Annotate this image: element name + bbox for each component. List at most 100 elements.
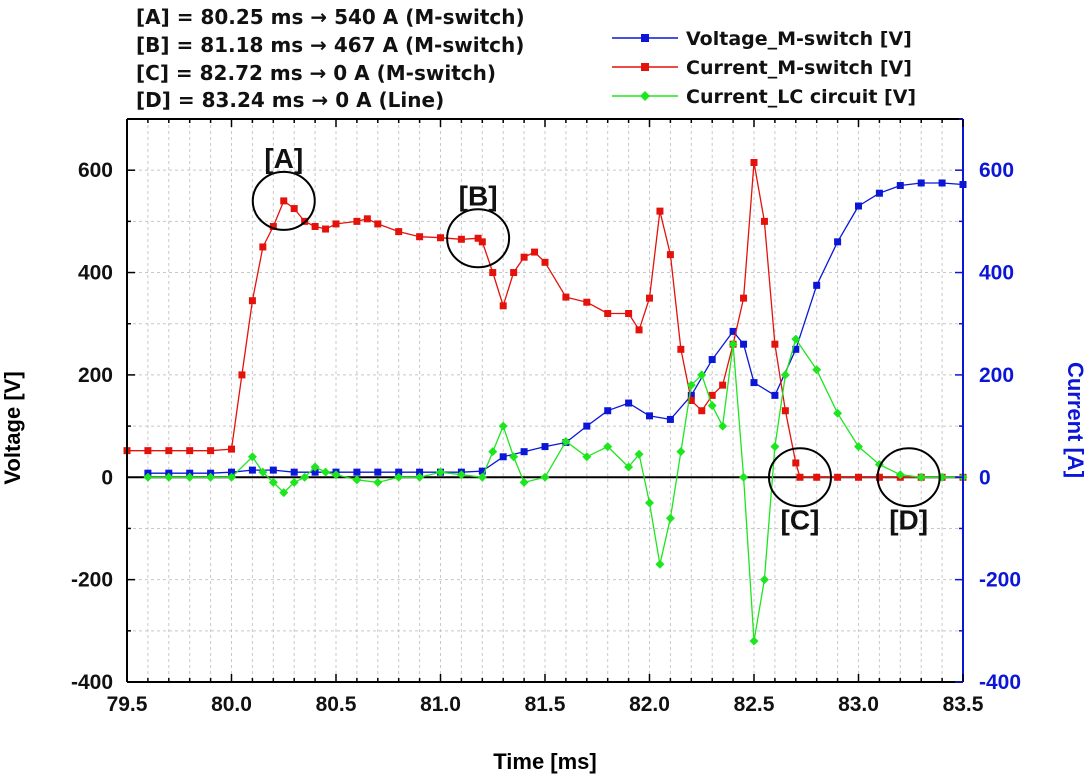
data-point [916,472,926,482]
data-point [499,302,507,310]
data-point [791,334,801,344]
y-left-tick-label: 0 [101,466,113,489]
data-point [834,238,842,246]
y-right-tick-label: 400 [979,262,1014,285]
data-point [938,179,946,187]
data-point [635,326,643,334]
data-point [206,472,216,482]
x-axis-title: Time [ms] [493,749,597,774]
y-right-tick-label: 200 [979,364,1014,387]
y-left-tick-label: 200 [78,364,113,387]
data-point [676,447,686,457]
y-right-axis-title: Current [A] [1063,362,1088,478]
data-point [855,473,862,481]
data-point [740,340,748,348]
data-point [268,477,278,487]
data-point [750,379,758,387]
data-point [666,251,674,259]
data-point [310,462,320,472]
x-tick-label: 81.5 [525,693,566,716]
note-a: [A] = 80.25 ms → 540 A (M-switch) [136,5,525,29]
data-point [812,365,822,375]
data-point [395,468,403,476]
data-point [604,407,612,415]
data-point [781,407,789,415]
legend-label-voltage: Voltage_M-switch [V] [686,28,912,50]
axes [126,118,964,683]
data-point [728,339,738,349]
data-point [561,436,571,446]
data-point [185,472,195,482]
data-point [813,473,821,481]
data-point [834,473,842,481]
data-point [519,477,529,487]
legend-label-current-lc: Current_LC circuit [V] [686,86,916,108]
data-point [457,235,465,243]
data-point [207,447,215,455]
callout-circle [767,447,832,508]
data-point [238,371,246,379]
data-point [541,258,549,266]
data-point [289,477,299,487]
x-tick-label: 82.5 [734,693,775,716]
x-tick-label: 80.5 [316,693,357,716]
data-point [686,380,696,390]
y-left-axis-title: Voltage [V] [0,371,25,484]
data-point [416,468,424,476]
data-point [331,470,341,480]
data-point [718,421,728,431]
data-point [875,189,883,197]
data-point [771,391,779,399]
data-point [583,422,591,430]
data-point [562,293,570,301]
data-point [247,452,257,462]
data-point [332,220,340,228]
data-point [311,222,319,230]
data-point [707,401,717,411]
data-point [624,462,634,472]
data-point [625,399,633,407]
data-point [813,281,821,289]
data-point [143,472,153,482]
data-point [583,298,591,306]
data-point [248,297,256,305]
data-point [855,202,862,210]
data-point [144,447,152,455]
y-right-tick-label: -200 [979,569,1021,592]
data-point [353,468,361,476]
data-point [771,340,779,348]
callout-label: [B] [459,180,498,211]
data-point [698,407,706,415]
note-c: [C] = 82.72 ms → 0 A (M-switch) [136,61,496,85]
data-point [833,408,843,418]
data-point [729,327,737,335]
data-point [917,179,925,187]
data-point [322,225,330,233]
callout-circle [876,447,941,508]
data-point [363,215,371,223]
data-point [520,253,528,261]
y-left-tick-label: -400 [71,671,113,694]
data-point [499,453,507,461]
y-right-tick-label: -400 [979,671,1021,694]
data-point [478,467,486,475]
data-point [228,468,235,476]
callout-label: [A] [264,143,303,174]
header-notes: [A] = 80.25 ms → 540 A (M-switch) [B] = … [136,5,525,112]
data-point [896,182,904,190]
series-2 [143,334,968,646]
data-point [227,472,236,482]
data-point [634,449,644,459]
data-point [780,370,790,380]
data-point [697,370,707,380]
data-point [352,475,362,485]
data-point [792,459,800,467]
data-point [656,207,664,215]
data-point [374,220,382,228]
data-point [456,470,466,480]
data-point [540,472,550,482]
data-point [520,448,528,456]
x-tick-label: 79.5 [107,693,148,716]
callout-label: [C] [781,504,820,535]
data-point [666,415,674,423]
